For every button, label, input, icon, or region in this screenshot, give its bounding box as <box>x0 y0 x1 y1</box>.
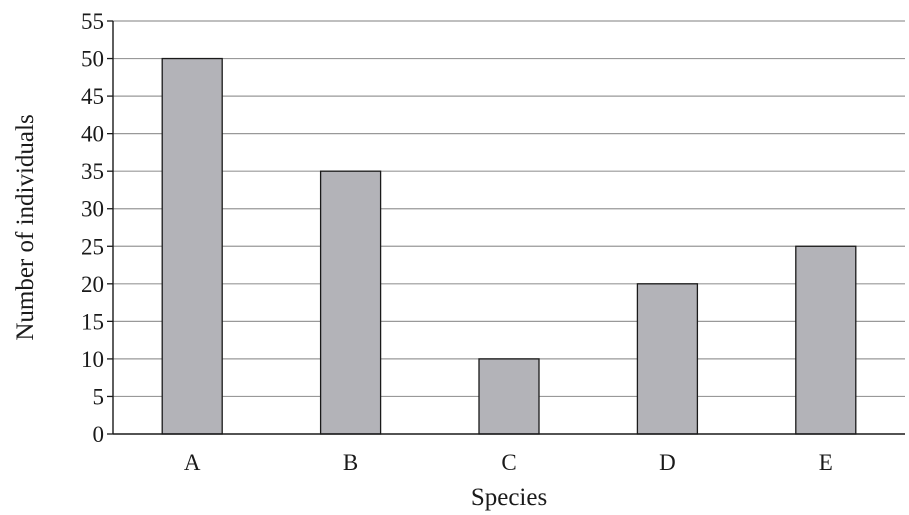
y-tick-label: 45 <box>81 84 104 109</box>
x-axis-title: Species <box>471 484 547 511</box>
y-tick-label: 5 <box>93 384 105 409</box>
x-tick-label-c: C <box>501 450 516 475</box>
y-tick-label: 30 <box>81 197 104 222</box>
y-tick-label: 15 <box>81 309 104 334</box>
x-tick-label-d: D <box>659 450 676 475</box>
axes <box>112 21 905 435</box>
x-tick-label-a: A <box>184 450 201 475</box>
y-tick-label: 40 <box>81 122 104 147</box>
y-tick-label: 35 <box>81 159 104 184</box>
x-tick-label-b: B <box>343 450 358 475</box>
bar-b <box>319 170 382 435</box>
bar-c <box>478 358 540 435</box>
bar-d <box>636 283 699 435</box>
y-tick-label: 25 <box>81 234 104 259</box>
y-axis-title: Number of individuals <box>12 114 39 340</box>
x-tick-label-e: E <box>819 450 833 475</box>
y-tick-label: 55 <box>81 9 104 34</box>
y-tick-label: 20 <box>81 272 104 297</box>
bars <box>161 57 857 435</box>
y-tick-label: 10 <box>81 347 104 372</box>
bar-a <box>161 57 223 435</box>
y-tick-label: 50 <box>81 47 104 72</box>
x-axis-ticks: A B C D E <box>184 450 833 475</box>
y-tick-label: 0 <box>93 422 105 447</box>
gridlines <box>113 20 905 398</box>
bar-e <box>795 245 857 435</box>
y-axis-ticks: 0 5 10 15 20 25 30 35 40 45 50 55 <box>81 9 113 447</box>
